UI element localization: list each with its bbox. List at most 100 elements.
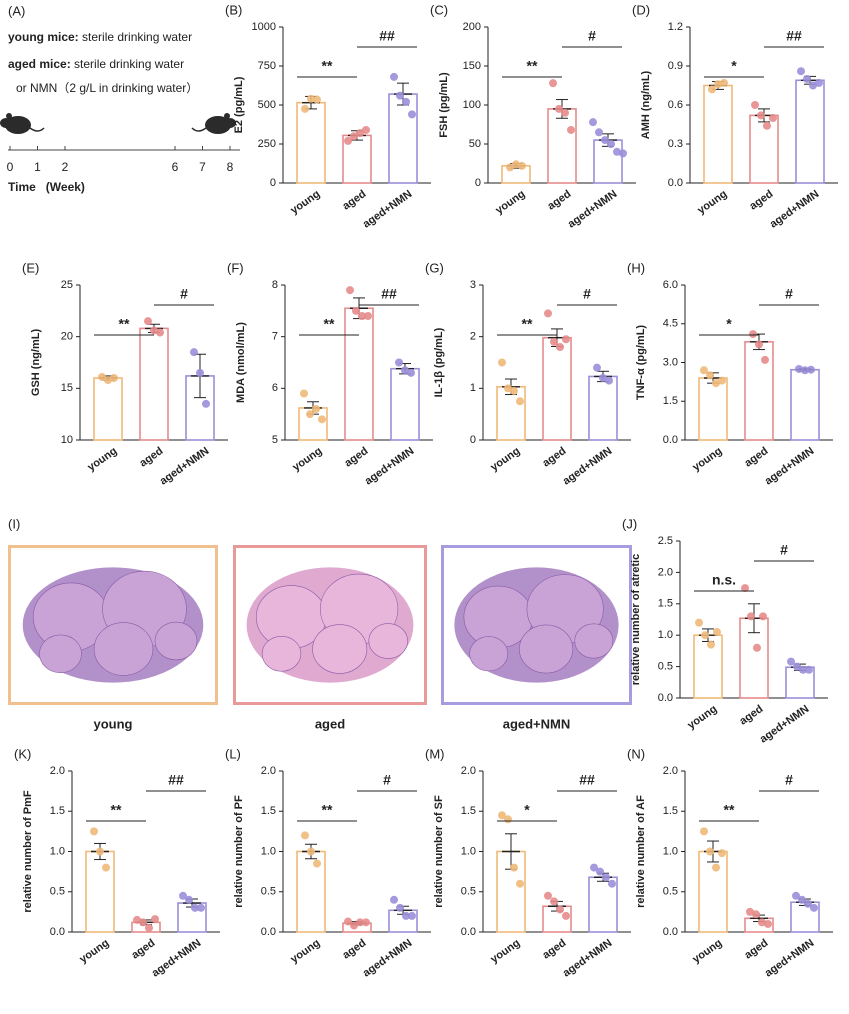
- bar: [795, 79, 825, 184]
- x-tick-label: young: [85, 445, 119, 474]
- data-point: [556, 343, 564, 351]
- data-point: [395, 358, 403, 367]
- y-tick-label: 1.0: [261, 845, 276, 857]
- data-point: [757, 111, 765, 120]
- y-tick-label: 0.5: [461, 886, 476, 898]
- data-point: [344, 917, 352, 926]
- panel-label: (F): [227, 260, 244, 275]
- y-tick-label: 0.0: [50, 926, 65, 938]
- timeline-tick-label: 6: [172, 160, 179, 174]
- data-point: [301, 831, 309, 840]
- x-tick-label: aged+NMN: [566, 188, 620, 231]
- significance-label: **: [322, 58, 333, 74]
- y-tick-label: 1.5: [261, 805, 276, 817]
- y-tick-label: 10: [61, 434, 73, 446]
- data-point: [313, 95, 321, 104]
- y-tick-label: 0.5: [261, 886, 276, 898]
- young-label: young mice:: [8, 30, 79, 44]
- panel-label: (E): [22, 260, 39, 275]
- y-tick-label: 1.0: [658, 629, 673, 641]
- y-tick-label: 0.0: [261, 926, 276, 938]
- data-point: [718, 849, 726, 858]
- follicle: [574, 623, 614, 659]
- bar: [593, 139, 623, 184]
- significance-label: ##: [168, 772, 184, 788]
- bar: [588, 375, 618, 441]
- data-point: [787, 657, 795, 666]
- y-axis-label: E2 (pg/mL): [233, 76, 245, 133]
- bar: [698, 377, 728, 441]
- x-tick-label: aged: [340, 937, 368, 962]
- data-point: [561, 108, 569, 117]
- data-point: [396, 903, 404, 912]
- data-point: [555, 104, 563, 113]
- data-point: [544, 309, 552, 318]
- data-point: [145, 923, 153, 932]
- data-point: [396, 91, 404, 100]
- bar: [698, 850, 728, 933]
- y-tick-label: 1.0: [663, 845, 678, 857]
- image-caption: young: [94, 716, 133, 731]
- data-point: [312, 405, 320, 413]
- follicle: [368, 623, 408, 659]
- image-caption: aged: [315, 716, 345, 731]
- data-point: [567, 125, 575, 134]
- bar: [703, 84, 733, 184]
- x-tick-label: aged+NMN: [158, 445, 212, 488]
- y-tick-label: 1.2: [668, 21, 683, 33]
- x-tick-label: young: [690, 445, 724, 474]
- x-tick-label: aged+NMN: [363, 445, 417, 488]
- data-point: [356, 129, 364, 138]
- significance-label: *: [726, 316, 732, 332]
- bar: [344, 307, 374, 441]
- data-point: [712, 863, 720, 872]
- follicle: [312, 624, 368, 674]
- data-point: [562, 335, 570, 344]
- data-point: [714, 80, 722, 89]
- x-tick-label: aged+NMN: [763, 937, 817, 980]
- y-tick-label: 0.0: [668, 177, 683, 189]
- data-point: [402, 911, 410, 920]
- x-tick-label: aged+NMN: [150, 937, 204, 980]
- data-point: [504, 815, 512, 824]
- panel-label: (B): [225, 2, 242, 17]
- data-point: [769, 114, 777, 122]
- significance-label: ##: [379, 28, 395, 44]
- data-point: [362, 125, 370, 134]
- data-point: [390, 72, 398, 81]
- bar: [744, 341, 774, 441]
- y-axis-label: FSH (pg/mL): [438, 72, 450, 138]
- y-tick-label: 750: [258, 60, 276, 72]
- data-point: [764, 919, 772, 928]
- y-tick-label: 6: [272, 382, 278, 394]
- y-tick-label: 100: [463, 99, 481, 111]
- data-point: [590, 863, 598, 872]
- significance-label: **: [522, 316, 533, 332]
- follicle: [519, 624, 574, 674]
- x-tick-label: aged+NMN: [768, 188, 822, 231]
- x-tick-label: young: [288, 937, 322, 966]
- data-point: [516, 397, 524, 406]
- y-axis-label: IL-1β (pg/mL): [433, 327, 445, 397]
- timeline-tick-label: 8: [227, 160, 234, 174]
- y-tick-label: 500: [258, 99, 276, 111]
- y-tick-label: 0.5: [658, 661, 673, 673]
- y-tick-label: 0: [470, 434, 476, 446]
- data-point: [350, 921, 358, 930]
- bar: [296, 101, 326, 184]
- data-point: [613, 147, 621, 156]
- data-point: [758, 918, 766, 927]
- y-tick-label: 1: [470, 382, 476, 394]
- data-point: [512, 160, 520, 169]
- significance-label: **: [119, 316, 130, 332]
- y-tick-label: 25: [61, 279, 73, 291]
- data-point: [133, 915, 141, 924]
- significance-label: #: [583, 286, 591, 302]
- image-caption: aged+NMN: [503, 716, 571, 731]
- data-point: [110, 374, 118, 382]
- bar: [85, 850, 115, 933]
- data-point: [179, 891, 187, 900]
- data-point: [104, 376, 112, 385]
- y-axis-label: AMH (ng/mL): [640, 70, 652, 139]
- data-point: [550, 897, 558, 906]
